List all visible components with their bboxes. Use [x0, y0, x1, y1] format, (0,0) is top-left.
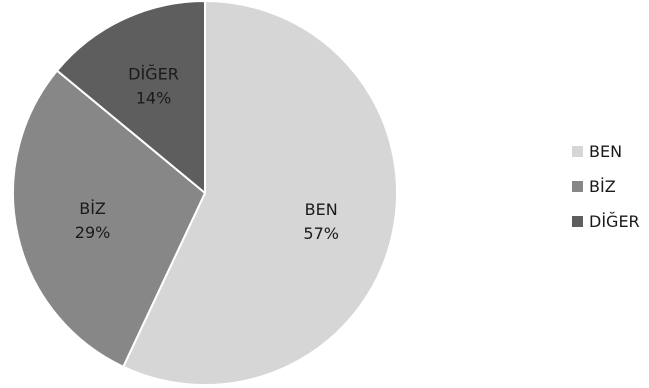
legend-label: BİZ [589, 177, 616, 196]
legend-swatch [572, 146, 583, 157]
slice-percent-label: 29% [75, 223, 111, 242]
pie-slice-ben [121, 0, 398, 386]
pie-slice-labels: BEN 57% BİZ 29% DİĞER 14% [75, 65, 339, 243]
legend-item-bi̇z: BİZ [572, 177, 616, 196]
slice-category-label: BEN [305, 200, 338, 219]
legend-item-ben: BEN [572, 142, 622, 161]
legend-label: BEN [589, 142, 622, 161]
pie-slice-bi̇z [12, 69, 207, 369]
legend-swatch [572, 181, 583, 192]
pie-slice-di̇ğer [55, 0, 206, 196]
slice-percent-label: 14% [136, 89, 172, 108]
slice-percent-label: 57% [303, 224, 339, 243]
slice-category-label: BİZ [79, 199, 106, 218]
legend-item-di̇ğer: DİĞER [572, 212, 640, 231]
legend-label: DİĞER [589, 212, 640, 231]
legend-swatch [572, 216, 583, 227]
slice-category-label: DİĞER [128, 65, 179, 84]
legend: BEN BİZ DİĞER [572, 142, 640, 231]
pie-slices [12, 0, 398, 386]
